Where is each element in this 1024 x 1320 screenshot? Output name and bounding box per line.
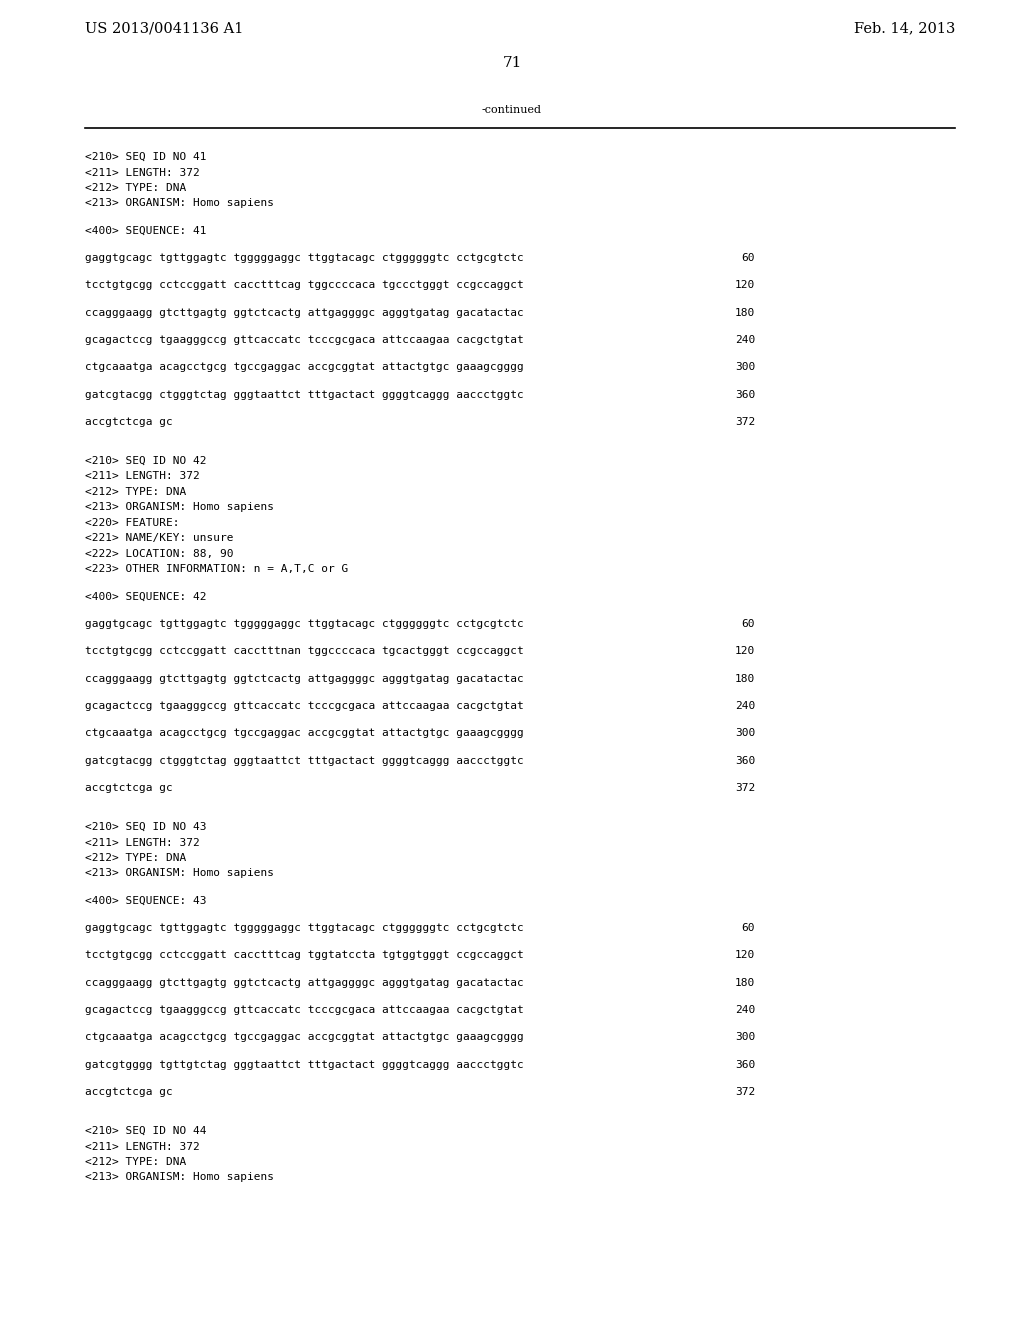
Text: gcagactccg tgaagggccg gttcaccatc tcccgcgaca attccaagaa cacgctgtat: gcagactccg tgaagggccg gttcaccatc tcccgcg…	[85, 1005, 523, 1015]
Text: gcagactccg tgaagggccg gttcaccatc tcccgcgaca attccaagaa cacgctgtat: gcagactccg tgaagggccg gttcaccatc tcccgcg…	[85, 335, 523, 345]
Text: 360: 360	[735, 1060, 755, 1069]
Text: tcctgtgcgg cctccggatt cacctttnan tggccccaca tgcactgggt ccgccaggct: tcctgtgcgg cctccggatt cacctttnan tggcccc…	[85, 647, 523, 656]
Text: <213> ORGANISM: Homo sapiens: <213> ORGANISM: Homo sapiens	[85, 1172, 274, 1183]
Text: <210> SEQ ID NO 44: <210> SEQ ID NO 44	[85, 1126, 207, 1137]
Text: <213> ORGANISM: Homo sapiens: <213> ORGANISM: Homo sapiens	[85, 198, 274, 209]
Text: ctgcaaatga acagcctgcg tgccgaggac accgcggtat attactgtgc gaaagcgggg: ctgcaaatga acagcctgcg tgccgaggac accgcgg…	[85, 729, 523, 738]
Text: tcctgtgcgg cctccggatt cacctttcag tggtatccta tgtggtgggt ccgccaggct: tcctgtgcgg cctccggatt cacctttcag tggtatc…	[85, 950, 523, 961]
Text: 372: 372	[735, 1086, 755, 1097]
Text: 60: 60	[741, 619, 755, 630]
Text: -continued: -continued	[482, 106, 542, 115]
Text: ccagggaagg gtcttgagtg ggtctcactg attgaggggc agggtgatag gacatactac: ccagggaagg gtcttgagtg ggtctcactg attgagg…	[85, 978, 523, 987]
Text: gaggtgcagc tgttggagtc tgggggaggc ttggtacagc ctggggggtc cctgcgtctc: gaggtgcagc tgttggagtc tgggggaggc ttggtac…	[85, 923, 523, 933]
Text: <212> TYPE: DNA: <212> TYPE: DNA	[85, 487, 186, 498]
Text: 60: 60	[741, 923, 755, 933]
Text: accgtctcga gc: accgtctcga gc	[85, 417, 173, 426]
Text: <211> LENGTH: 372: <211> LENGTH: 372	[85, 837, 200, 847]
Text: gcagactccg tgaagggccg gttcaccatc tcccgcgaca attccaagaa cacgctgtat: gcagactccg tgaagggccg gttcaccatc tcccgcg…	[85, 701, 523, 711]
Text: 240: 240	[735, 701, 755, 711]
Text: 60: 60	[741, 253, 755, 263]
Text: 300: 300	[735, 729, 755, 738]
Text: <220> FEATURE:: <220> FEATURE:	[85, 517, 179, 528]
Text: 300: 300	[735, 362, 755, 372]
Text: <211> LENGTH: 372: <211> LENGTH: 372	[85, 168, 200, 177]
Text: 120: 120	[735, 950, 755, 961]
Text: <211> LENGTH: 372: <211> LENGTH: 372	[85, 471, 200, 482]
Text: gaggtgcagc tgttggagtc tgggggaggc ttggtacagc ctggggggtc cctgcgtctc: gaggtgcagc tgttggagtc tgggggaggc ttggtac…	[85, 253, 523, 263]
Text: <213> ORGANISM: Homo sapiens: <213> ORGANISM: Homo sapiens	[85, 869, 274, 879]
Text: ccagggaagg gtcttgagtg ggtctcactg attgaggggc agggtgatag gacatactac: ccagggaagg gtcttgagtg ggtctcactg attgagg…	[85, 673, 523, 684]
Text: 360: 360	[735, 755, 755, 766]
Text: <221> NAME/KEY: unsure: <221> NAME/KEY: unsure	[85, 533, 233, 544]
Text: 180: 180	[735, 978, 755, 987]
Text: <222> LOCATION: 88, 90: <222> LOCATION: 88, 90	[85, 549, 233, 558]
Text: 120: 120	[735, 280, 755, 290]
Text: <210> SEQ ID NO 42: <210> SEQ ID NO 42	[85, 455, 207, 466]
Text: 240: 240	[735, 1005, 755, 1015]
Text: tcctgtgcgg cctccggatt cacctttcag tggccccaca tgccctgggt ccgccaggct: tcctgtgcgg cctccggatt cacctttcag tggcccc…	[85, 280, 523, 290]
Text: accgtctcga gc: accgtctcga gc	[85, 1086, 173, 1097]
Text: 372: 372	[735, 783, 755, 793]
Text: <210> SEQ ID NO 43: <210> SEQ ID NO 43	[85, 822, 207, 832]
Text: 372: 372	[735, 417, 755, 426]
Text: <223> OTHER INFORMATION: n = A,T,C or G: <223> OTHER INFORMATION: n = A,T,C or G	[85, 565, 348, 574]
Text: gatcgtacgg ctgggtctag gggtaattct tttgactact ggggtcaggg aaccctggtc: gatcgtacgg ctgggtctag gggtaattct tttgact…	[85, 389, 523, 400]
Text: 180: 180	[735, 308, 755, 318]
Text: <212> TYPE: DNA: <212> TYPE: DNA	[85, 853, 186, 863]
Text: 360: 360	[735, 389, 755, 400]
Text: Feb. 14, 2013: Feb. 14, 2013	[854, 21, 955, 36]
Text: <211> LENGTH: 372: <211> LENGTH: 372	[85, 1142, 200, 1151]
Text: 300: 300	[735, 1032, 755, 1043]
Text: <400> SEQUENCE: 41: <400> SEQUENCE: 41	[85, 226, 207, 236]
Text: 180: 180	[735, 673, 755, 684]
Text: 71: 71	[503, 55, 521, 70]
Text: <212> TYPE: DNA: <212> TYPE: DNA	[85, 183, 186, 193]
Text: <400> SEQUENCE: 43: <400> SEQUENCE: 43	[85, 896, 207, 906]
Text: 240: 240	[735, 335, 755, 345]
Text: <400> SEQUENCE: 42: <400> SEQUENCE: 42	[85, 591, 207, 602]
Text: US 2013/0041136 A1: US 2013/0041136 A1	[85, 21, 244, 36]
Text: ccagggaagg gtcttgagtg ggtctcactg attgaggggc agggtgatag gacatactac: ccagggaagg gtcttgagtg ggtctcactg attgagg…	[85, 308, 523, 318]
Text: ctgcaaatga acagcctgcg tgccgaggac accgcggtat attactgtgc gaaagcgggg: ctgcaaatga acagcctgcg tgccgaggac accgcgg…	[85, 362, 523, 372]
Text: <213> ORGANISM: Homo sapiens: <213> ORGANISM: Homo sapiens	[85, 503, 274, 512]
Text: ctgcaaatga acagcctgcg tgccgaggac accgcggtat attactgtgc gaaagcgggg: ctgcaaatga acagcctgcg tgccgaggac accgcgg…	[85, 1032, 523, 1043]
Text: 120: 120	[735, 647, 755, 656]
Text: <210> SEQ ID NO 41: <210> SEQ ID NO 41	[85, 152, 207, 162]
Text: gaggtgcagc tgttggagtc tgggggaggc ttggtacagc ctggggggtc cctgcgtctc: gaggtgcagc tgttggagtc tgggggaggc ttggtac…	[85, 619, 523, 630]
Text: accgtctcga gc: accgtctcga gc	[85, 783, 173, 793]
Text: <212> TYPE: DNA: <212> TYPE: DNA	[85, 1158, 186, 1167]
Text: gatcgtacgg ctgggtctag gggtaattct tttgactact ggggtcaggg aaccctggtc: gatcgtacgg ctgggtctag gggtaattct tttgact…	[85, 755, 523, 766]
Text: gatcgtgggg tgttgtctag gggtaattct tttgactact ggggtcaggg aaccctggtc: gatcgtgggg tgttgtctag gggtaattct tttgact…	[85, 1060, 523, 1069]
